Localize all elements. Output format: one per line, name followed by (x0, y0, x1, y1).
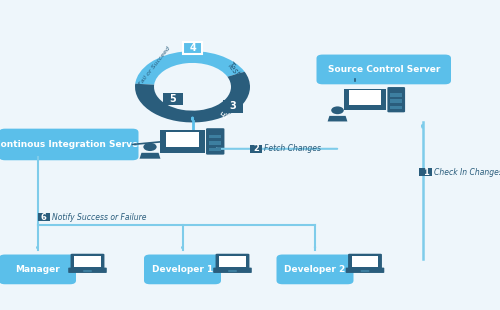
Text: Developer 2: Developer 2 (284, 265, 346, 274)
FancyBboxPatch shape (390, 93, 402, 97)
FancyBboxPatch shape (173, 144, 192, 147)
FancyBboxPatch shape (182, 42, 203, 54)
FancyBboxPatch shape (166, 131, 199, 147)
Text: Notify Success or Failure: Notify Success or Failure (52, 212, 146, 222)
FancyBboxPatch shape (350, 90, 380, 105)
FancyBboxPatch shape (83, 270, 92, 272)
Text: Fetch Changes: Fetch Changes (264, 144, 321, 153)
Polygon shape (179, 142, 186, 146)
FancyBboxPatch shape (162, 93, 182, 105)
Circle shape (331, 106, 344, 114)
Text: 5: 5 (169, 94, 176, 104)
FancyBboxPatch shape (360, 270, 370, 272)
FancyBboxPatch shape (209, 148, 221, 151)
FancyBboxPatch shape (38, 213, 50, 221)
Text: Test: Test (225, 61, 242, 78)
FancyBboxPatch shape (209, 141, 221, 145)
Text: Continous Integration Server: Continous Integration Server (0, 140, 143, 149)
Text: Manager: Manager (15, 265, 60, 274)
FancyBboxPatch shape (390, 106, 402, 109)
Text: Check In Changes: Check In Changes (434, 167, 500, 177)
FancyBboxPatch shape (206, 128, 225, 155)
FancyBboxPatch shape (74, 255, 101, 267)
FancyBboxPatch shape (390, 100, 402, 103)
FancyBboxPatch shape (68, 268, 107, 273)
Text: 2: 2 (254, 144, 259, 153)
Polygon shape (328, 116, 347, 122)
Text: Fail or Succeed: Fail or Succeed (138, 46, 172, 87)
Circle shape (144, 143, 156, 151)
FancyBboxPatch shape (250, 145, 262, 153)
FancyBboxPatch shape (276, 255, 353, 284)
FancyBboxPatch shape (352, 255, 378, 267)
FancyBboxPatch shape (356, 103, 374, 105)
Text: 3: 3 (230, 101, 236, 111)
FancyBboxPatch shape (144, 255, 221, 284)
Text: Developer 1: Developer 1 (152, 265, 213, 274)
FancyBboxPatch shape (348, 254, 382, 270)
FancyBboxPatch shape (223, 100, 243, 113)
FancyBboxPatch shape (344, 89, 386, 110)
FancyBboxPatch shape (70, 254, 104, 270)
Text: 6: 6 (40, 212, 46, 222)
Polygon shape (362, 100, 368, 104)
FancyBboxPatch shape (220, 255, 246, 267)
Wedge shape (135, 51, 244, 85)
FancyBboxPatch shape (216, 254, 250, 270)
FancyBboxPatch shape (209, 135, 221, 138)
Wedge shape (135, 72, 250, 122)
FancyBboxPatch shape (228, 270, 237, 272)
FancyBboxPatch shape (316, 55, 451, 84)
Text: 1: 1 (422, 167, 428, 177)
FancyBboxPatch shape (0, 129, 138, 160)
Polygon shape (140, 153, 160, 159)
Text: Source Control Server: Source Control Server (328, 65, 440, 74)
FancyBboxPatch shape (213, 268, 252, 273)
FancyBboxPatch shape (419, 168, 432, 176)
FancyBboxPatch shape (0, 255, 76, 284)
Text: 4: 4 (189, 43, 196, 53)
FancyBboxPatch shape (388, 87, 405, 112)
Text: Build: Build (220, 100, 240, 120)
FancyBboxPatch shape (346, 268, 385, 273)
FancyBboxPatch shape (160, 130, 204, 153)
